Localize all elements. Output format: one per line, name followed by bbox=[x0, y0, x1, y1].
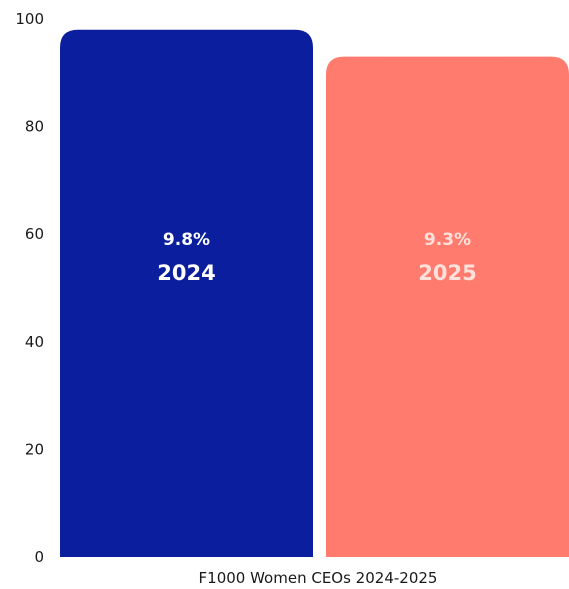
bars: 9.8% 2024 9.3% 2025 bbox=[60, 29, 569, 557]
bar-2025 bbox=[326, 56, 569, 557]
y-tick-label: 80 bbox=[25, 118, 44, 136]
x-axis-label: F1000 Women CEOs 2024-2025 bbox=[199, 569, 438, 587]
bar-value-label: 9.8% bbox=[163, 230, 210, 250]
y-tick-label: 20 bbox=[25, 440, 44, 458]
bar-category-label: 2024 bbox=[157, 261, 215, 285]
y-axis: 0 20 40 60 80 100 bbox=[15, 10, 44, 566]
y-tick-label: 60 bbox=[25, 225, 44, 243]
y-tick-label: 40 bbox=[25, 333, 44, 351]
bar-2024 bbox=[60, 29, 313, 557]
y-tick-label: 0 bbox=[34, 548, 44, 566]
y-tick-label: 100 bbox=[15, 10, 44, 28]
bar-value-label: 9.3% bbox=[424, 230, 471, 250]
bar-category-label: 2025 bbox=[418, 261, 476, 285]
